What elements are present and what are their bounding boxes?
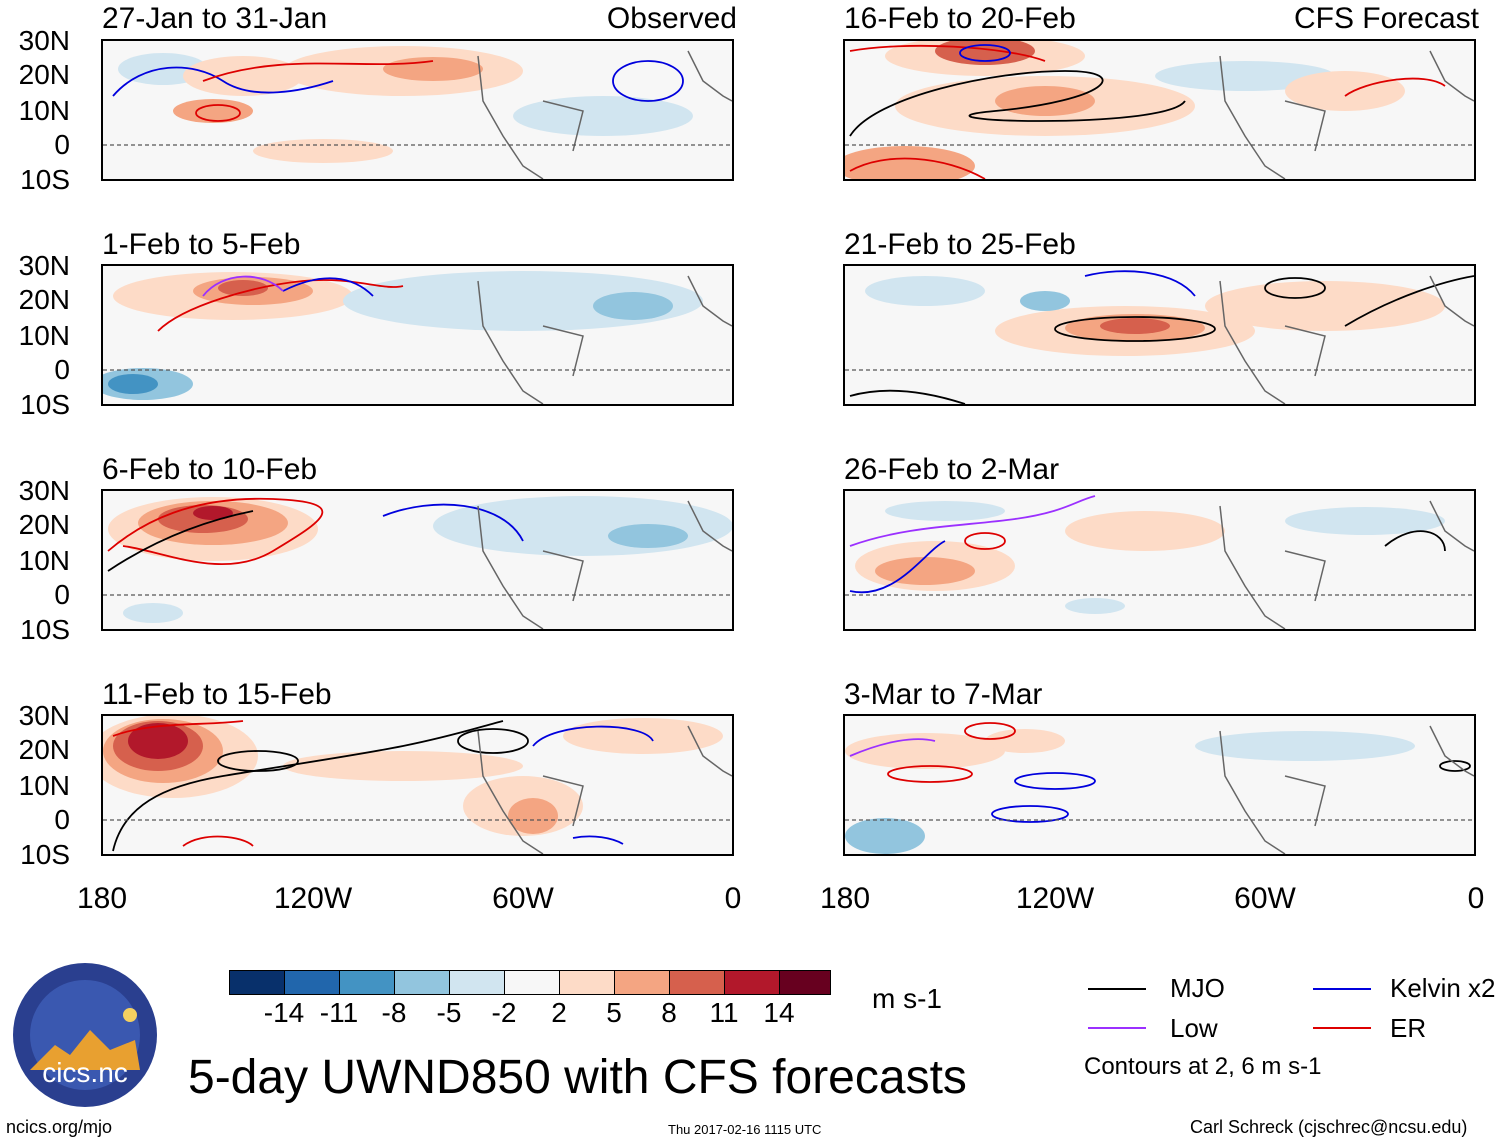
panel-title: 27-Jan to 31-Jan [102, 2, 328, 35]
legend-line-mjo [1088, 988, 1146, 990]
lat-label: 20N [18, 509, 70, 540]
colorbar-label: -5 [436, 997, 462, 1028]
lat-label: 30N [18, 700, 70, 731]
lat-label: 20N [18, 284, 70, 315]
colorbar-label: 11 [709, 997, 739, 1028]
logo-text: cics.nc [42, 1057, 128, 1088]
lat-label: 0 [54, 804, 70, 835]
lat-label: 20N [18, 59, 70, 90]
panel-title: 1-Feb to 5-Feb [102, 228, 301, 261]
map-panel-16feb [843, 39, 1476, 181]
website-link[interactable]: ncics.org/mjo [6, 1117, 113, 1137]
lat-label: 0 [54, 579, 70, 610]
lon-label: 120W [273, 882, 353, 915]
colorbar-swatch [229, 970, 285, 995]
lat-label: 10S [20, 839, 70, 870]
cics-logo: cics.nc [10, 960, 160, 1110]
legend-note: Contours at 2, 6 m s-1 [1084, 1053, 1322, 1080]
colorbar-label: 8 [661, 997, 677, 1028]
lon-label: 0 [724, 882, 742, 915]
colorbar-label: -2 [491, 997, 517, 1028]
map-panel-6feb [101, 489, 734, 631]
lon-label: 180 [76, 882, 128, 915]
panel-title: 6-Feb to 10-Feb [102, 453, 318, 486]
colorbar-label: -14 [263, 997, 305, 1028]
legend-label: ER [1390, 1013, 1427, 1043]
lat-label: 10N [18, 95, 70, 126]
colorbar-swatch [669, 970, 725, 995]
observed-label: Observed [606, 2, 737, 35]
colorbar-swatch [614, 970, 670, 995]
legend-label: Kelvin x2 [1390, 973, 1496, 1003]
panel-title: 3-Mar to 7-Mar [844, 678, 1043, 711]
panel-title: 21-Feb to 25-Feb [844, 228, 1076, 261]
lat-label: 10N [18, 545, 70, 576]
map-panel-26feb [843, 489, 1476, 631]
colorbar-label: -8 [381, 997, 407, 1028]
legend-label: MJO [1170, 973, 1225, 1003]
panel-title: 26-Feb to 2-Mar [844, 453, 1060, 486]
colorbar-units: m s-1 [872, 983, 942, 1014]
colorbar-label: -11 [319, 997, 359, 1028]
map-panel-3mar [843, 714, 1476, 856]
colorbar-swatch [394, 970, 450, 995]
colorbar-swatch [724, 970, 780, 995]
map-panel-11feb [101, 714, 734, 856]
lon-label: 120W [1015, 882, 1095, 915]
lat-label: 0 [54, 129, 70, 160]
colorbar-swatch [339, 970, 395, 995]
lat-label: 20N [18, 734, 70, 765]
timestamp: Thu 2017-02-16 1115 UTC [668, 1122, 822, 1137]
colorbar-swatch [284, 970, 340, 995]
lon-label: 60W [1234, 882, 1296, 915]
colorbar-label: 5 [606, 997, 622, 1028]
map-panel-1feb [101, 264, 734, 406]
colorbar-label: 14 [763, 997, 795, 1028]
legend-line-low [1088, 1027, 1146, 1029]
legend-line-kelvin [1313, 988, 1371, 990]
lat-label: 10S [20, 389, 70, 420]
figure-title: 5-day UWND850 with CFS forecasts [188, 1051, 967, 1104]
lat-label: 0 [54, 354, 70, 385]
lat-label: 30N [18, 25, 70, 56]
cfs-forecast-label: CFS Forecast [1293, 2, 1479, 35]
colorbar-swatch [559, 970, 615, 995]
colorbar-swatch [504, 970, 560, 995]
lat-label: 10N [18, 320, 70, 351]
legend-line-er [1313, 1027, 1371, 1029]
author-credit: Carl Schreck (cjschrec@ncsu.edu) [1190, 1117, 1468, 1137]
lon-label: 180 [819, 882, 871, 915]
lat-label: 30N [18, 475, 70, 506]
lat-label: 10S [20, 164, 70, 195]
map-panel-21feb [843, 264, 1476, 406]
colorbar-swatch [449, 970, 505, 995]
colorbar-label: 2 [551, 997, 567, 1028]
map-panel-27jan [101, 39, 734, 181]
lon-label: 0 [1467, 882, 1485, 915]
lon-label: 60W [492, 882, 554, 915]
legend-label: Low [1170, 1013, 1218, 1043]
lat-label: 10N [18, 770, 70, 801]
lat-label: 10S [20, 614, 70, 645]
panel-title: 16-Feb to 20-Feb [844, 2, 1076, 35]
lat-label: 30N [18, 250, 70, 281]
colorbar-swatch [779, 970, 831, 995]
panel-title: 11-Feb to 15-Feb [102, 678, 332, 711]
